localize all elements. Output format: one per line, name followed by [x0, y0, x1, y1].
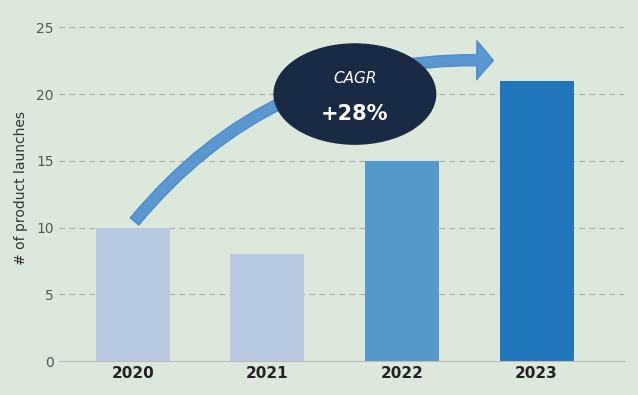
FancyArrowPatch shape — [130, 41, 493, 225]
Y-axis label: # of product launches: # of product launches — [14, 111, 28, 265]
Text: CAGR: CAGR — [333, 71, 376, 85]
Bar — [230, 254, 304, 361]
Ellipse shape — [274, 44, 436, 144]
Bar — [365, 161, 439, 361]
Bar — [500, 81, 574, 361]
Text: +28%: +28% — [321, 104, 389, 124]
Bar — [96, 228, 170, 361]
